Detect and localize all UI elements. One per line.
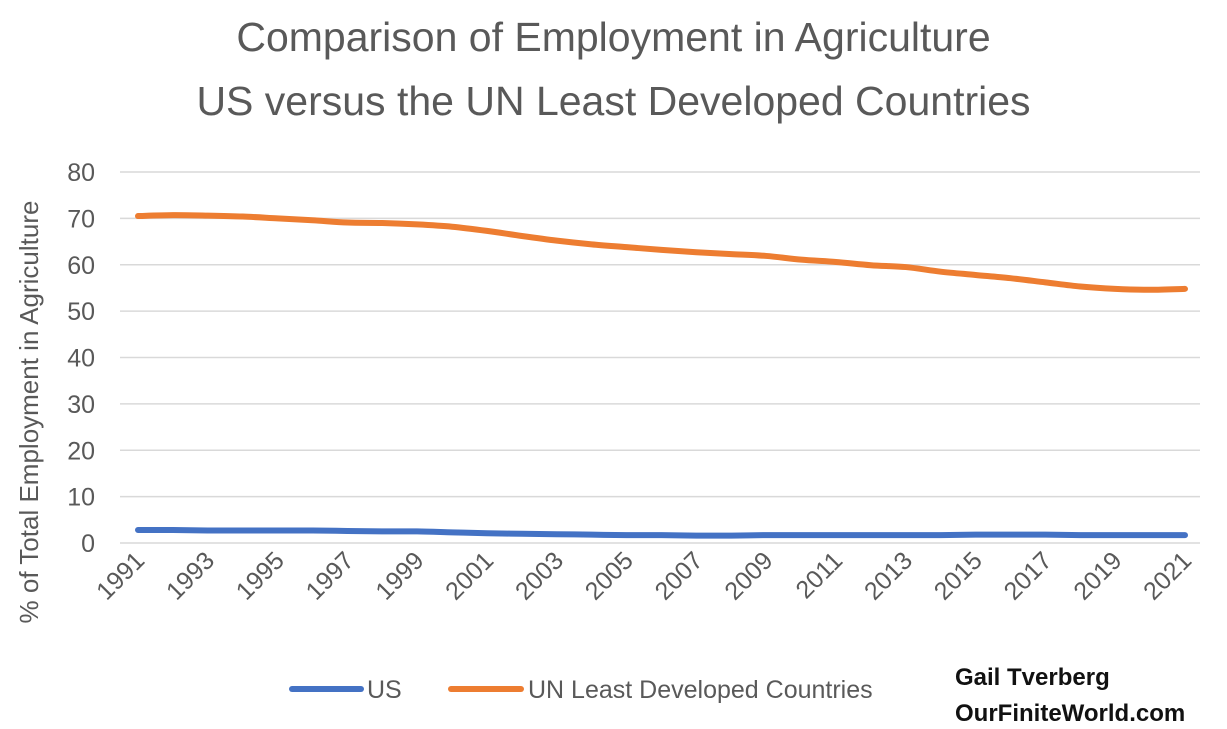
x-tick-label: 2005 (580, 546, 639, 605)
x-tick-label: 1997 (301, 546, 360, 605)
x-tick-label: 2017 (999, 546, 1058, 605)
y-tick-label: 50 (67, 298, 95, 326)
x-axis-ticks: 1991 1993 1995 1997 1999 2001 2003 2005 2007 2009… (91, 546, 1197, 605)
y-axis-label: % of Total Employment in Agriculture (14, 201, 44, 624)
x-tick-label: 2003 (510, 546, 569, 605)
y-tick-label: 0 (81, 530, 95, 558)
x-tick-label: 2007 (650, 546, 709, 605)
chart-title: Comparison of Employment in Agriculture (236, 14, 991, 60)
y-tick-label: 10 (67, 484, 95, 512)
x-tick-label: 2013 (859, 546, 918, 605)
y-tick-label: 40 (67, 345, 95, 373)
x-tick-label: 2015 (929, 546, 988, 605)
x-tick-label: 2019 (1068, 546, 1127, 605)
x-tick-label: 2009 (719, 546, 778, 605)
series-line-us (135, 526, 1188, 539)
legend-label-un-least-developed-countries: UN Least Developed Countries (528, 676, 873, 704)
gridlines (120, 171, 1200, 544)
y-tick-label: 80 (67, 159, 95, 187)
series-line-un-least-developed-countries (135, 212, 1188, 293)
y-tick-label: 60 (67, 252, 95, 280)
x-tick-label: 2011 (790, 546, 848, 604)
credit-website: OurFiniteWorld.com (955, 700, 1186, 727)
credit-author: Gail Tverberg (955, 664, 1110, 691)
chart-subtitle: US versus the UN Least Developed Countri… (196, 78, 1031, 124)
x-tick-label: 1995 (231, 546, 290, 605)
x-tick-label: 1991 (91, 546, 150, 605)
series-lines (135, 212, 1188, 539)
y-tick-label: 70 (67, 205, 95, 233)
legend: US UN Least Developed Countries (289, 676, 873, 704)
x-tick-label: 2001 (440, 546, 499, 605)
y-tick-label: 30 (67, 391, 95, 419)
x-tick-label: 2021 (1138, 546, 1197, 605)
x-tick-label: 1993 (161, 546, 220, 605)
x-tick-label: 1999 (370, 546, 429, 605)
y-tick-label: 20 (67, 437, 95, 465)
legend-label-us: US (367, 676, 402, 704)
y-axis-ticks: 0 10 20 30 40 50 60 70 80 (67, 159, 95, 558)
